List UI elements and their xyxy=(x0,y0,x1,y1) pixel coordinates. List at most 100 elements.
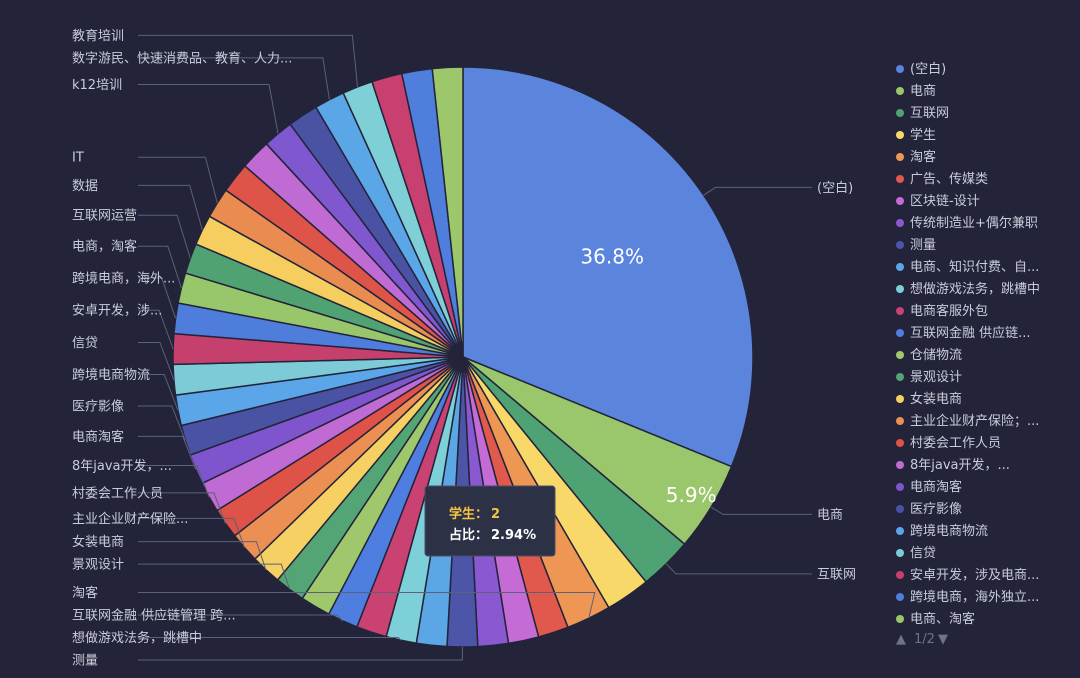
legend-item[interactable]: 景观设计 xyxy=(910,370,962,385)
slice-label: 数据 xyxy=(72,179,98,194)
legend-marker xyxy=(896,65,904,73)
legend-item[interactable]: 村委会工作人员 xyxy=(910,436,1001,451)
legend-marker xyxy=(896,571,904,579)
legend-item[interactable]: 传统制造业+偶尔兼职 xyxy=(910,216,1038,231)
legend-marker xyxy=(896,307,904,315)
legend-item[interactable]: (空白) xyxy=(910,61,946,77)
legend-item[interactable]: 互联网金融 供应链... xyxy=(910,325,1031,341)
slice-label: k12培训 xyxy=(72,77,122,93)
legend-item[interactable]: 互联网 xyxy=(910,106,949,121)
legend-item[interactable]: 信贷 xyxy=(910,546,936,561)
legend-item[interactable]: 想做游戏法务，跳槽中 xyxy=(910,281,1040,297)
legend-marker xyxy=(896,615,904,623)
legend-marker xyxy=(896,483,904,491)
slice-label: 跨境电商物流 xyxy=(72,368,150,383)
legend-marker xyxy=(896,439,904,447)
legend-marker xyxy=(896,131,904,139)
leader-line xyxy=(138,614,344,622)
slice-label: (空白) xyxy=(817,180,853,196)
legend-item[interactable]: 淘客 xyxy=(910,149,936,165)
slice-label: 电商 xyxy=(817,508,843,523)
legend-item[interactable]: 安卓开发，涉及电商... xyxy=(910,567,1039,583)
legend-item[interactable]: 仓储物流 xyxy=(910,348,962,363)
slice-label: 村委会工作人员 xyxy=(72,486,163,501)
legend-marker xyxy=(896,175,904,183)
slice-label: 电商，淘客 xyxy=(72,239,137,255)
legend-item[interactable]: 电商客服外包 xyxy=(910,303,988,319)
legend-marker xyxy=(896,87,904,95)
pie-slice-0[interactable] xyxy=(462,66,754,468)
slice-label: 跨境电商，海外... xyxy=(72,271,175,286)
legend-marker xyxy=(896,109,904,117)
leader-line xyxy=(665,563,812,575)
legend-item[interactable]: 电商 xyxy=(910,84,936,99)
leader-line xyxy=(138,34,358,87)
tooltip-name-key: 学生： xyxy=(449,506,488,522)
legend-marker xyxy=(896,219,904,227)
leader-line xyxy=(138,465,210,498)
leader-line xyxy=(138,374,179,411)
slice-label: 互联网运营 xyxy=(72,209,137,224)
leader-line xyxy=(138,184,203,231)
leader-line xyxy=(138,84,279,134)
legend-item[interactable]: 跨境电商，海外独立... xyxy=(910,590,1039,605)
leader-line xyxy=(138,277,177,319)
tooltip-box xyxy=(424,485,556,557)
legend-marker xyxy=(896,417,904,425)
slice-percent-0: 36.8% xyxy=(580,245,644,269)
leader-line xyxy=(703,186,812,196)
slice-label: 淘客 xyxy=(72,585,98,601)
legend-marker xyxy=(896,351,904,359)
tooltip-ratio-key: 占比： xyxy=(449,527,488,543)
leader-line xyxy=(138,541,267,570)
leader-line xyxy=(138,592,596,619)
slice-label: 测量 xyxy=(72,654,98,669)
slice-label: 景观设计 xyxy=(72,558,124,573)
slice-label: 主业企业财产保险... xyxy=(72,511,188,527)
pie-slice-37[interactable] xyxy=(431,66,464,358)
legend-marker xyxy=(896,527,904,535)
legend-marker xyxy=(896,263,904,271)
legend-item[interactable]: 电商淘客 xyxy=(910,479,962,495)
leader-line xyxy=(138,245,182,289)
legend-item[interactable]: 学生 xyxy=(910,127,936,143)
pie-slices xyxy=(172,66,754,648)
slice-label: 女装电商 xyxy=(72,534,124,550)
label-leaders xyxy=(138,34,812,661)
leader-line xyxy=(138,563,291,590)
leader-line xyxy=(138,435,197,470)
legend-marker xyxy=(896,505,904,513)
legend-item[interactable]: 电商、淘客 xyxy=(910,611,975,627)
tooltip-ratio-value: 2.94% xyxy=(491,528,536,543)
leader-line xyxy=(138,342,175,380)
leader-line xyxy=(138,637,402,641)
leader-line xyxy=(138,309,174,350)
legend-marker xyxy=(896,593,904,601)
legend-prev-icon[interactable]: ▲ xyxy=(896,632,906,647)
legend-marker xyxy=(896,373,904,381)
tooltip-name-value: 2 xyxy=(491,507,500,522)
legend-item[interactable]: 电商、知识付费、自... xyxy=(910,259,1039,275)
legend-item[interactable]: 测量 xyxy=(910,238,936,253)
legend-item[interactable]: 主业企业财产保险；... xyxy=(910,413,1039,429)
legend-next-icon[interactable]: ▼ xyxy=(938,632,948,647)
legend-marker xyxy=(896,241,904,249)
legend-item[interactable]: 跨境电商物流 xyxy=(910,524,988,539)
legend-marker xyxy=(896,395,904,403)
legend-item[interactable]: 区块链-设计 xyxy=(910,194,980,209)
legend-marker xyxy=(896,153,904,161)
legend-item[interactable]: 女装电商 xyxy=(910,391,962,407)
slice-label: 8年java开发，... xyxy=(72,458,172,474)
legend-item[interactable]: 8年java开发，... xyxy=(910,457,1010,473)
leader-line xyxy=(138,405,186,441)
legend-item[interactable]: 广告、传媒类 xyxy=(910,172,988,187)
slice-label: 医疗影像 xyxy=(72,400,124,415)
slice-label: 数字游民、快速消费品、教育、人力... xyxy=(72,50,292,66)
tooltip: 学生： 2 占比： 2.94% xyxy=(424,485,556,557)
slice-label: 信贷 xyxy=(72,336,98,351)
legend-item[interactable]: 医疗影像 xyxy=(910,502,962,517)
legend-page-indicator: 1/2 xyxy=(914,632,935,647)
legend-pager[interactable]: ▲ 1/2 ▼ xyxy=(896,632,948,647)
